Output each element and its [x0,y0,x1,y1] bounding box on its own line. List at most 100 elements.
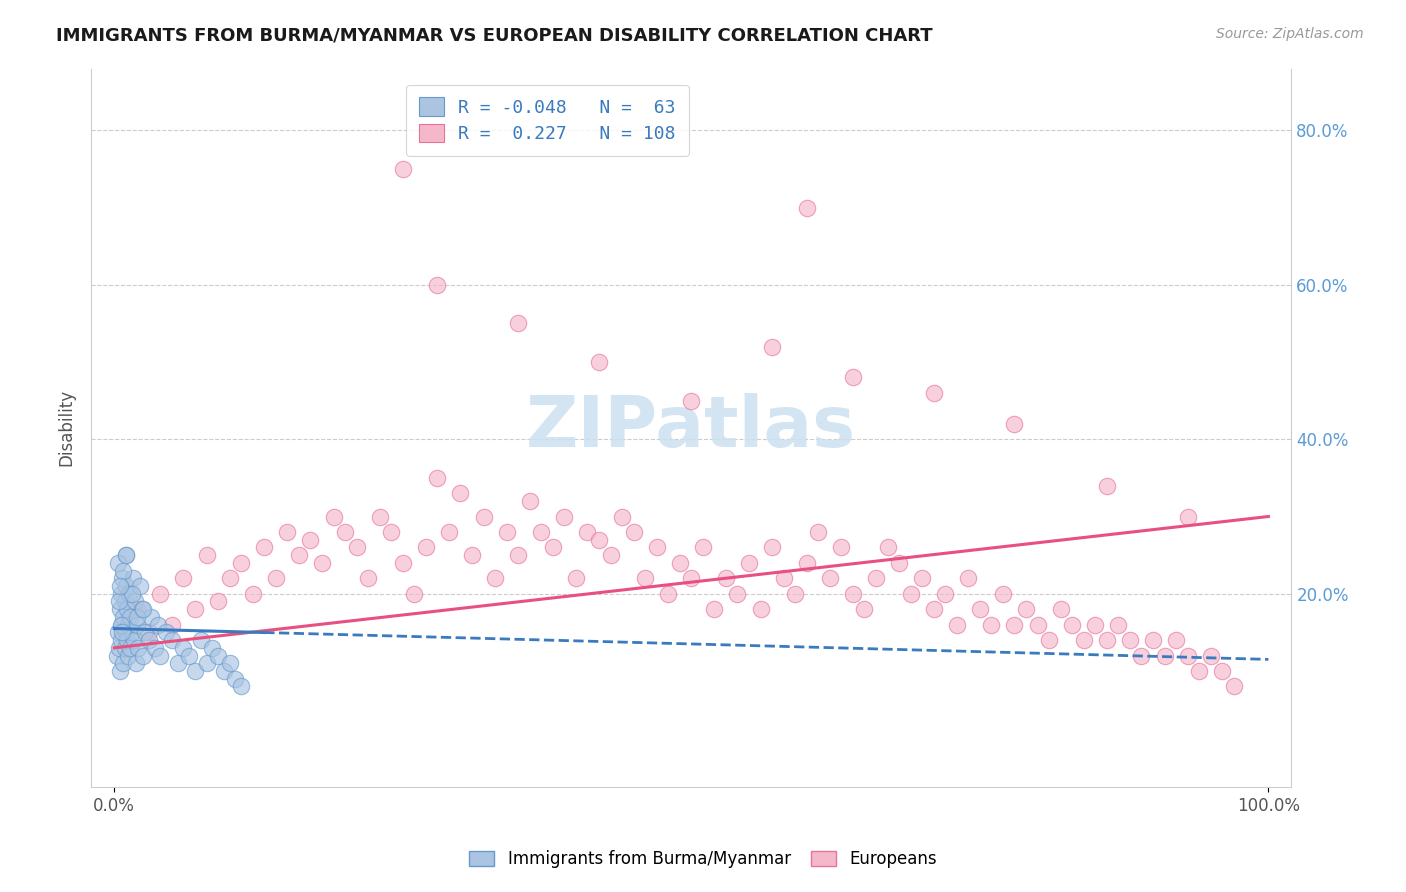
Point [114,640,136,655]
Point [149,587,172,601]
Point [127,617,149,632]
Point [714,571,737,585]
Point [107,556,129,570]
Point [991,587,1014,601]
Point [1073,633,1095,648]
Point [645,541,668,555]
Point [565,571,588,585]
Point [110,587,132,601]
Point [634,571,657,585]
Point [112,657,135,671]
Point [703,602,725,616]
Point [111,617,134,632]
Point [111,625,134,640]
Point [818,571,841,585]
Point [957,571,980,585]
Point [541,541,564,555]
Point [900,587,922,601]
Point [969,602,991,616]
Point [391,161,413,176]
Point [865,571,887,585]
Point [242,587,264,601]
Point [166,657,188,671]
Point [357,571,380,585]
Point [922,385,945,400]
Point [519,494,541,508]
Point [576,524,599,539]
Point [668,556,690,570]
Point [146,617,169,632]
Point [508,548,530,562]
Point [118,587,141,601]
Point [610,509,633,524]
Point [138,633,160,648]
Point [450,486,472,500]
Point [231,556,253,570]
Point [201,640,224,655]
Point [1095,633,1118,648]
Point [1084,617,1107,632]
Point [461,548,484,562]
Point [391,556,413,570]
Point [117,648,139,663]
Point [1038,633,1060,648]
Point [160,617,183,632]
Point [253,541,276,555]
Point [588,533,610,547]
Point [1119,633,1142,648]
Point [115,633,138,648]
Point [124,594,146,608]
Point [114,548,136,562]
Point [195,548,218,562]
Point [749,602,772,616]
Point [842,370,865,384]
Point [426,277,449,292]
Point [108,579,131,593]
Point [128,579,150,593]
Point [761,340,783,354]
Point [484,571,506,585]
Point [692,541,714,555]
Point [1153,648,1175,663]
Point [120,610,142,624]
Point [195,657,218,671]
Point [727,587,749,601]
Point [108,664,131,678]
Point [105,648,128,663]
Point [311,556,333,570]
Point [1095,478,1118,492]
Point [114,548,136,562]
Point [588,355,610,369]
Point [149,648,172,663]
Point [121,571,143,585]
Point [508,317,530,331]
Point [322,509,344,524]
Point [945,617,967,632]
Point [112,564,135,578]
Point [132,648,155,663]
Point [127,602,149,616]
Point [495,524,517,539]
Point [115,602,138,616]
Point [368,509,391,524]
Point [1177,509,1199,524]
Point [231,680,253,694]
Point [1222,680,1244,694]
Point [107,625,129,640]
Point [922,602,945,616]
Point [127,610,149,624]
Point [842,587,865,601]
Point [190,633,212,648]
Point [876,541,898,555]
Legend: R = -0.048   N =  63, R =  0.227   N = 108: R = -0.048 N = 63, R = 0.227 N = 108 [406,85,689,156]
Point [121,625,143,640]
Point [218,657,240,671]
Point [173,640,195,655]
Point [1199,648,1222,663]
Text: Source: ZipAtlas.com: Source: ZipAtlas.com [1216,27,1364,41]
Point [346,541,368,555]
Point [1188,664,1211,678]
Point [553,509,575,524]
Point [415,541,437,555]
Point [138,625,160,640]
